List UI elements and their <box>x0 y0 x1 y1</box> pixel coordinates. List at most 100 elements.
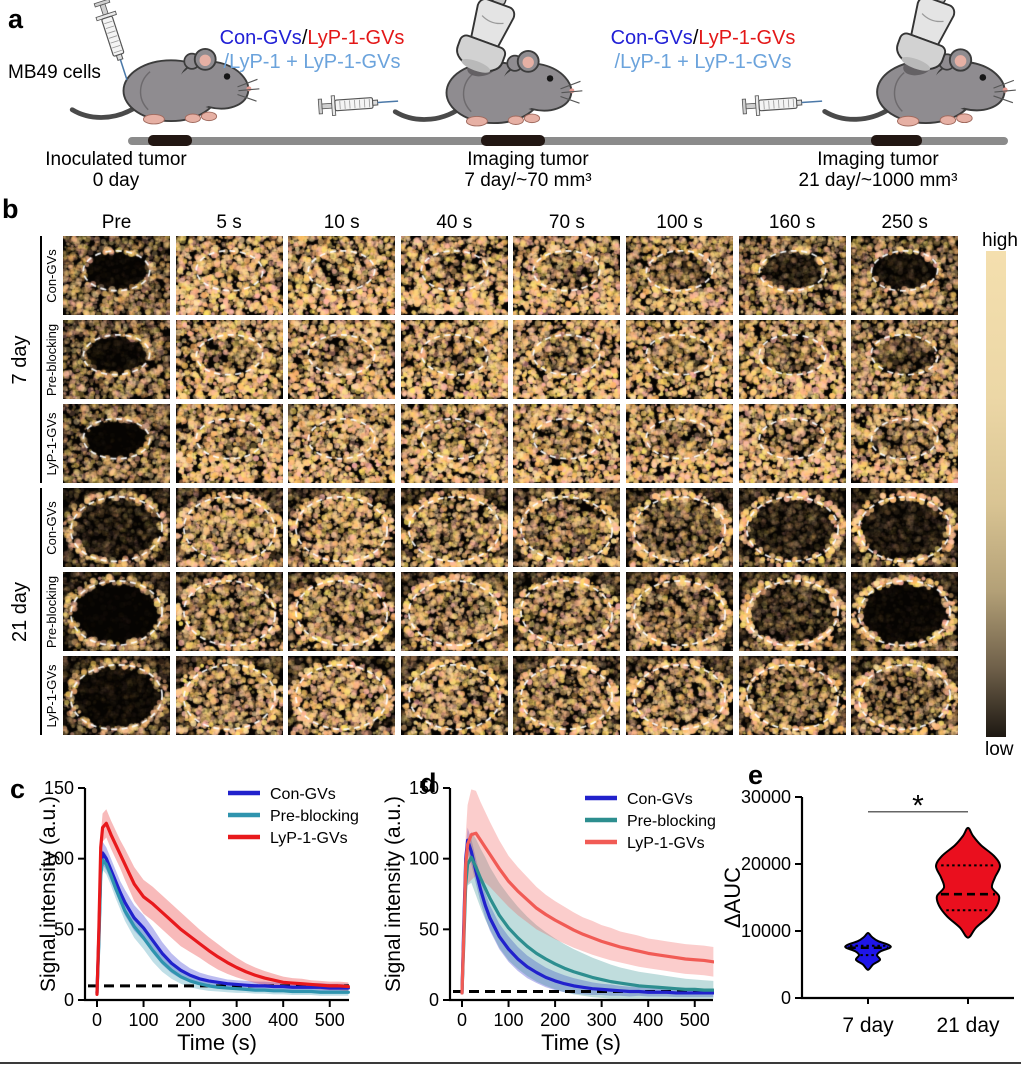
blocking-label: /LyP-1 + LyP-1-GVs <box>223 51 401 73</box>
x-tick-label: 0 <box>457 1010 467 1030</box>
ultrasound-frame-7day-Con-GVs-100s <box>626 236 733 315</box>
column-header-100s: 100 s <box>656 212 703 233</box>
category-label-7day: 7 day <box>842 1014 894 1037</box>
injection-agents-label-day21: Con-GVs/LyP-1-GVs /LyP-1 + LyP-1-GVs <box>578 26 828 74</box>
axes-d <box>448 788 713 1002</box>
ultrasound-frame-7day-Con-GVs-250s <box>851 236 959 315</box>
ultrasound-frame-7day-Pre-blocking-100s <box>626 320 733 399</box>
ultrasound-frame-7day-Con-GVs-70s <box>513 236 621 315</box>
ultrasound-frame-21day-LyP-1-GVs-250s <box>851 656 959 735</box>
curve-LyP-1-GVs <box>95 821 350 996</box>
ultrasound-frame-7day-Con-GVs-160s <box>738 236 846 315</box>
row-label-Con-GVs: Con-GVs <box>44 248 59 303</box>
column-header-160s: 160 s <box>768 212 816 233</box>
ultrasound-frame-21day-Con-GVs-40s <box>400 488 508 567</box>
timeline-caption-day21: Imaging tumor 21 day/~1000 mm³ <box>798 149 958 191</box>
y-tick-label: 50 <box>419 919 439 939</box>
x-tick-label: 300 <box>587 1010 617 1030</box>
timeline-caption-day0: Inoculated tumor 0 day <box>45 149 187 191</box>
timeline-caption-day7: Imaging tumor 7 day/~70 mm³ <box>464 149 592 191</box>
legend-label-Con-GVs: Con-GVs <box>627 791 693 808</box>
column-header-5s: 5 s <box>216 212 242 233</box>
row-label-LyP-1-GVs: LyP-1-GVs <box>44 411 59 476</box>
column-header-Pre: Pre <box>101 212 132 233</box>
error-band-LyP-1-GVs <box>462 789 714 996</box>
y-tick-label: 100 <box>44 849 74 869</box>
group-bracket <box>40 488 42 735</box>
ultrasound-frame-21day-Pre-blocking-160s <box>738 572 846 651</box>
y-tick-label: 20000 <box>741 854 791 874</box>
curve-Pre-blocking <box>95 858 350 995</box>
ultrasound-frame-21day-LyP-1-GVs-5s <box>175 656 283 735</box>
x-axis-title: Time (s) <box>177 1030 257 1055</box>
y-tick-label: 0 <box>781 988 791 1008</box>
panel-label-b: b <box>2 194 19 224</box>
curve-Con-GVs <box>95 851 350 995</box>
syringe-icon-tail-vein-day21 <box>741 90 824 118</box>
plot-area-d <box>453 789 714 999</box>
column-header-10s: 10 s <box>323 212 360 233</box>
ultrasound-frame-7day-LyP-1-GVs-10s <box>288 404 396 483</box>
error-band-Con-GVs <box>97 841 349 996</box>
y-axis-title: ΔAUC <box>720 867 745 928</box>
x-tick-label: 0 <box>92 1010 102 1030</box>
y-axis-title: Signal intensity (a.u.) <box>382 796 405 992</box>
ultrasound-frame-7day-LyP-1-GVs-5s <box>175 404 283 483</box>
x-axis-title: Time (s) <box>541 1030 621 1055</box>
ultrasound-frame-21day-LyP-1-GVs-10s <box>288 656 396 735</box>
column-header-40s: 40 s <box>436 212 473 233</box>
x-tick-label: 200 <box>540 1010 570 1030</box>
category-label-21day: 21 day <box>936 1014 1000 1037</box>
timeline-bar <box>128 137 1008 145</box>
panel-label-c: c <box>10 774 26 804</box>
ultrasound-frame-21day-Con-GVs-250s <box>851 488 959 567</box>
timeline-segment-day0 <box>148 135 192 146</box>
ultrasound-frame-7day-LyP-1-GVs-70s <box>513 404 621 483</box>
plot-area-c <box>88 809 350 998</box>
colorbar-low-label: low <box>985 739 1014 760</box>
column-header-250s: 250 s <box>881 212 928 233</box>
ultrasound-frame-21day-Con-GVs-5s <box>175 488 283 567</box>
y-tick-label: 100 <box>409 849 439 869</box>
x-tick-label: 300 <box>222 1010 252 1030</box>
ultrasound-frame-7day-Con-GVs-5s <box>175 236 283 315</box>
y-tick-label: 0 <box>429 990 439 1010</box>
ultrasound-frame-21day-Pre-blocking-10s <box>288 572 396 651</box>
panel-label-d: d <box>420 768 437 798</box>
significance-star: * <box>912 790 924 823</box>
ultrasound-frame-21day-LyP-1-GVs-160s <box>738 656 846 735</box>
ultrasound-frame-21day-Con-GVs-Pre <box>63 488 170 567</box>
y-tick-label: 150 <box>44 778 74 798</box>
violin-7day <box>844 932 892 971</box>
error-band-LyP-1-GVs <box>97 809 349 998</box>
syringe-icon-tail-vein-day7 <box>317 90 400 118</box>
group-bracket <box>40 236 42 483</box>
ultrasound-frame-7day-Con-GVs-Pre <box>63 236 170 315</box>
ultrasound-frame-21day-Pre-blocking-Pre <box>63 572 170 651</box>
ultrasound-frame-7day-LyP-1-GVs-250s <box>851 404 959 483</box>
lyp1-gvs-label: LyP-1-GVs <box>307 27 405 49</box>
error-band-Pre-blocking <box>97 850 349 996</box>
ultrasound-frame-21day-Pre-blocking-100s <box>626 572 733 651</box>
ultrasound-frame-21day-LyP-1-GVs-70s <box>513 656 621 735</box>
legend-label-Con-GVs: Con-GVs <box>270 786 336 803</box>
ultrasound-frame-21day-Con-GVs-160s <box>738 488 846 567</box>
ultrasound-frame-21day-LyP-1-GVs-Pre <box>63 656 170 735</box>
ultrasound-frame-7day-Con-GVs-10s <box>288 236 396 315</box>
x-tick-label: 400 <box>633 1010 663 1030</box>
ultrasound-frame-21day-Pre-blocking-250s <box>851 572 959 651</box>
y-tick-label: 0 <box>64 990 74 1010</box>
panel-label-e: e <box>748 760 764 790</box>
intensity-colorbar <box>986 251 1006 737</box>
blocking-label: /LyP-1 + LyP-1-GVs <box>614 51 792 73</box>
ultrasound-frame-7day-Pre-blocking-5s <box>175 320 283 399</box>
y-tick-label: 50 <box>54 919 74 939</box>
row-label-Pre-blocking: Pre-blocking <box>44 575 59 648</box>
ultrasound-frame-7day-Pre-blocking-160s <box>738 320 846 399</box>
row-label-Con-GVs: Con-GVs <box>44 500 59 555</box>
colorbar-high-label: high <box>982 230 1018 251</box>
ultrasound-frame-7day-Con-GVs-40s <box>400 236 508 315</box>
ultrasound-frame-21day-LyP-1-GVs-40s <box>400 656 508 735</box>
row-label-LyP-1-GVs: LyP-1-GVs <box>44 663 59 728</box>
